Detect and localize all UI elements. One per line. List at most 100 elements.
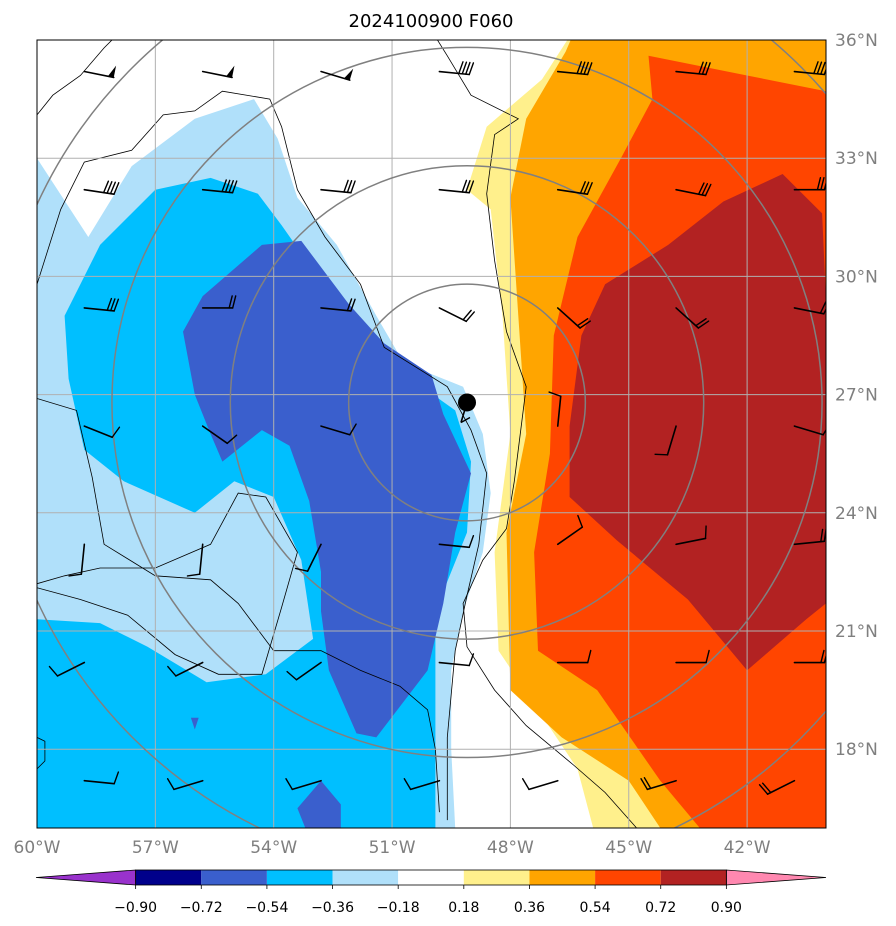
lon-tick-label: 60°W: [14, 838, 61, 858]
contour-outline-0: [436, 40, 637, 828]
range-ring: [229, 165, 705, 640]
lat-tick-label: 33°N: [835, 149, 878, 169]
wind-barb: [521, 778, 559, 791]
wind-barb: [675, 649, 710, 664]
wind-barb: [640, 777, 677, 791]
lat-tick-label: 30°N: [835, 267, 878, 287]
wind-barb: [438, 534, 475, 549]
contour-outlines: [37, 40, 637, 828]
wind-barb: [556, 514, 584, 546]
wind-barb: [438, 307, 475, 323]
wind-barb: [320, 179, 356, 194]
lon-tick-label: 51°W: [369, 838, 416, 858]
wind-barb: [438, 179, 475, 194]
lat-tick-label: 36°N: [835, 31, 878, 51]
wind-barb: [675, 525, 707, 546]
wind-barb: [83, 425, 121, 439]
longitude-tick-labels: 60°W 57°W 54°W 51°W 48°W 45°W 42°W: [14, 838, 771, 858]
colorbar-tick-label: −0.54: [245, 900, 288, 916]
contour-outline-5: [37, 737, 46, 770]
wind-barbs: [48, 61, 826, 795]
lat-tick-label: 21°N: [835, 622, 878, 642]
colorbar-frame: [135, 869, 727, 886]
colorbar-bin: [398, 870, 464, 885]
wind-barb: [438, 61, 475, 76]
wind-barb: [793, 425, 826, 436]
wind-barb: [793, 61, 826, 76]
wind-barb: [48, 661, 86, 677]
wind-barb: [286, 661, 322, 681]
colorbar-bin: [595, 870, 661, 885]
lon-tick-label: 54°W: [250, 838, 297, 858]
wind-barb: [548, 391, 562, 427]
wind-barb: [556, 649, 592, 664]
colorbar-bin: [332, 870, 399, 885]
wind-barb: [675, 61, 711, 76]
wind-barb: [201, 179, 238, 194]
plot-area: [37, 40, 826, 828]
colorbar-tick-label: −0.18: [377, 900, 420, 916]
contour-outline-4: [37, 492, 298, 675]
lat-tick-label: 18°N: [835, 740, 878, 760]
wind-barb: [758, 779, 796, 795]
latitude-tick-labels: 36°N 33°N 30°N 27°N 24°N 21°N 18°N: [835, 31, 878, 760]
wind-barb: [320, 68, 354, 81]
colorbar-bin: [135, 870, 202, 885]
colorbar-tick-label: 0.90: [711, 900, 742, 916]
lon-tick-label: 42°W: [724, 838, 771, 858]
wind-barb: [403, 778, 441, 791]
wind-barb: [83, 65, 117, 79]
wind-barb: [83, 297, 120, 312]
colorbar-over: [725, 869, 827, 886]
wind-barb: [68, 543, 86, 577]
wind-barb: [285, 778, 322, 791]
colorbar-tick-label: 0.72: [645, 900, 676, 916]
wind-barb: [320, 423, 357, 436]
colorbar-bin: [660, 870, 727, 885]
wind-barb: [186, 543, 204, 577]
lat-tick-label: 24°N: [835, 504, 878, 524]
contour-outline-3: [37, 398, 440, 813]
wind-barb: [675, 307, 710, 329]
wind-barb: [654, 425, 677, 456]
wind-barb: [320, 298, 356, 312]
wind-barb: [201, 295, 237, 309]
colorbar-tick-label: 0.54: [580, 900, 611, 916]
wind-barb: [167, 661, 204, 677]
range-rings: [37, 40, 826, 828]
colorbar-under: [35, 869, 137, 886]
contour-fill-7: [297, 780, 341, 828]
gridlines: [37, 40, 826, 828]
colorbar-bin: [529, 870, 596, 885]
wind-barb: [556, 307, 591, 329]
storm-center: [458, 393, 477, 424]
wind-barb: [438, 653, 475, 667]
wind-barb: [166, 778, 204, 791]
wind-barb: [556, 181, 593, 195]
colorbar-bin: [266, 870, 333, 885]
contour-fill-3: [569, 174, 826, 671]
colorbar-tick-label: −0.72: [180, 900, 223, 916]
range-ring: [347, 283, 587, 522]
lon-tick-label: 48°W: [487, 838, 534, 858]
wind-barb: [294, 543, 322, 572]
wind-barb: [675, 182, 712, 197]
wind-barb: [83, 771, 120, 785]
wind-barb: [793, 301, 826, 315]
wind-barb: [201, 65, 235, 79]
colorbar: −0.90 −0.72 −0.54 −0.36 −0.18 0.18 0.36 0.54 0.7…: [35, 869, 827, 916]
colorbar-tick-label: −0.36: [311, 900, 354, 916]
wind-barb: [201, 425, 238, 445]
wind-barb: [556, 61, 593, 76]
lon-tick-label: 57°W: [132, 838, 179, 858]
contour-fill-6: [183, 240, 471, 738]
colorbar-bin: [201, 870, 267, 885]
contour-outline-2: [37, 90, 488, 821]
chart-title: 2024100900 F060: [349, 11, 514, 32]
lon-tick-label: 45°W: [605, 838, 652, 858]
range-ring: [111, 46, 823, 759]
contour-fill-8: [190, 717, 199, 730]
colorbar-tick-label: 0.36: [514, 900, 545, 916]
wind-barb: [83, 180, 120, 195]
